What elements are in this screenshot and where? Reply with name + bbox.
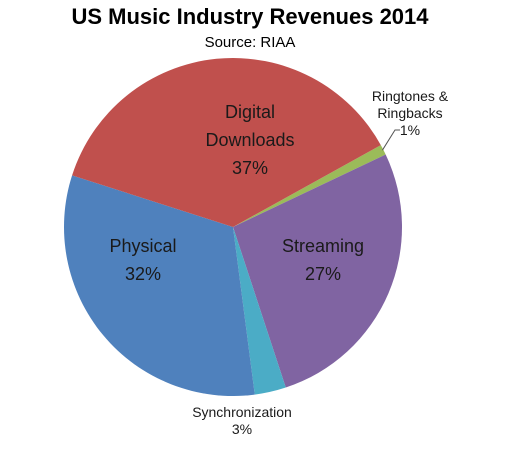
pie-slice-physical	[64, 175, 255, 396]
pie-slice-ringtones-ringbacks	[233, 145, 386, 227]
slice-name-ringtones-ringbacks: Ringtones &	[372, 88, 449, 104]
slice-percent-synchronization: 3%	[232, 421, 252, 437]
slice-name-synchronization: Synchronization	[192, 404, 292, 420]
pie-slice-synchronization	[233, 227, 286, 395]
slice-label-digital-downloads: Digital Downloads 37%	[205, 102, 294, 178]
chart-title: US Music Industry Revenues 2014	[71, 4, 429, 29]
slice-name-ringtones-ringbacks: Ringbacks	[377, 105, 442, 121]
slice-percent-streaming: 27%	[305, 264, 341, 284]
slice-name-physical: Physical	[109, 236, 176, 256]
slice-label-streaming: Streaming 27%	[282, 236, 364, 284]
slice-labels: Ringtones & Ringbacks 1% Streaming 27% Synchr…	[109, 88, 448, 437]
chart-subtitle: Source: RIAA	[204, 34, 296, 51]
slice-percent-physical: 32%	[125, 264, 161, 284]
slice-name-digital-downloads: Digital	[225, 102, 275, 122]
pie-slice-streaming	[233, 154, 402, 388]
pie-slice-digital-downloads	[72, 58, 381, 228]
leader-lines	[381, 129, 400, 151]
slice-percent-ringtones-ringbacks: 1%	[400, 122, 420, 138]
slice-name-streaming: Streaming	[282, 236, 364, 256]
slice-label-synchronization: Synchronization 3%	[192, 404, 292, 437]
slice-label-ringtones-ringbacks: Ringtones & Ringbacks 1%	[372, 88, 449, 138]
leader-line-ringtones-ringbacks	[381, 129, 400, 151]
pie-slices	[64, 58, 402, 396]
slice-name-digital-downloads: Downloads	[205, 130, 294, 150]
slice-percent-digital-downloads: 37%	[232, 158, 268, 178]
slice-label-physical: Physical 32%	[109, 236, 176, 284]
